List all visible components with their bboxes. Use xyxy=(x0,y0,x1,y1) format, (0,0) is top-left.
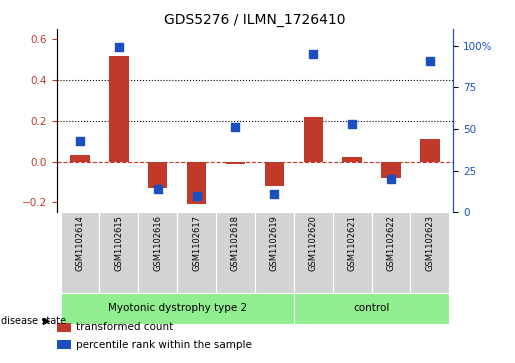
Text: Myotonic dystrophy type 2: Myotonic dystrophy type 2 xyxy=(108,303,247,314)
Text: GSM1102622: GSM1102622 xyxy=(386,215,396,271)
Bar xyxy=(255,212,294,293)
Point xyxy=(153,186,162,192)
Bar xyxy=(294,293,449,324)
Text: control: control xyxy=(353,303,390,314)
Bar xyxy=(57,340,71,350)
Text: GSM1102615: GSM1102615 xyxy=(114,215,124,271)
Bar xyxy=(61,293,294,324)
Text: GSM1102618: GSM1102618 xyxy=(231,215,240,271)
Point xyxy=(348,121,356,127)
Bar xyxy=(420,139,440,162)
Point xyxy=(115,45,123,50)
Text: GSM1102616: GSM1102616 xyxy=(153,215,162,271)
Point xyxy=(426,58,434,64)
Bar xyxy=(381,162,401,178)
Bar xyxy=(294,212,333,293)
Bar xyxy=(57,323,71,332)
Text: GSM1102614: GSM1102614 xyxy=(76,215,84,271)
Bar xyxy=(342,158,362,162)
Bar xyxy=(177,212,216,293)
Point xyxy=(309,51,317,57)
Text: GSM1102620: GSM1102620 xyxy=(308,215,318,271)
Bar xyxy=(333,212,371,293)
Text: GSM1102623: GSM1102623 xyxy=(425,215,434,271)
Bar xyxy=(70,155,90,162)
Point xyxy=(193,193,201,199)
Text: GSM1102619: GSM1102619 xyxy=(270,215,279,271)
Bar xyxy=(216,212,255,293)
Bar xyxy=(148,162,167,188)
Text: GSM1102621: GSM1102621 xyxy=(348,215,356,271)
Text: disease state: disease state xyxy=(1,316,65,326)
Text: GSM1102617: GSM1102617 xyxy=(192,215,201,271)
Point xyxy=(387,176,395,182)
Title: GDS5276 / ILMN_1726410: GDS5276 / ILMN_1726410 xyxy=(164,13,346,26)
Bar xyxy=(303,117,323,162)
Bar xyxy=(187,162,207,204)
Point xyxy=(76,138,84,144)
Bar xyxy=(265,162,284,186)
Bar xyxy=(139,212,177,293)
Point xyxy=(270,191,279,197)
Text: percentile rank within the sample: percentile rank within the sample xyxy=(76,340,252,350)
Bar xyxy=(61,212,99,293)
Bar xyxy=(226,162,245,164)
Bar xyxy=(99,212,139,293)
Bar xyxy=(371,212,410,293)
Text: ▶: ▶ xyxy=(43,316,50,326)
Text: transformed count: transformed count xyxy=(76,322,174,333)
Bar xyxy=(109,56,129,162)
Point xyxy=(231,125,239,130)
Bar xyxy=(410,212,449,293)
